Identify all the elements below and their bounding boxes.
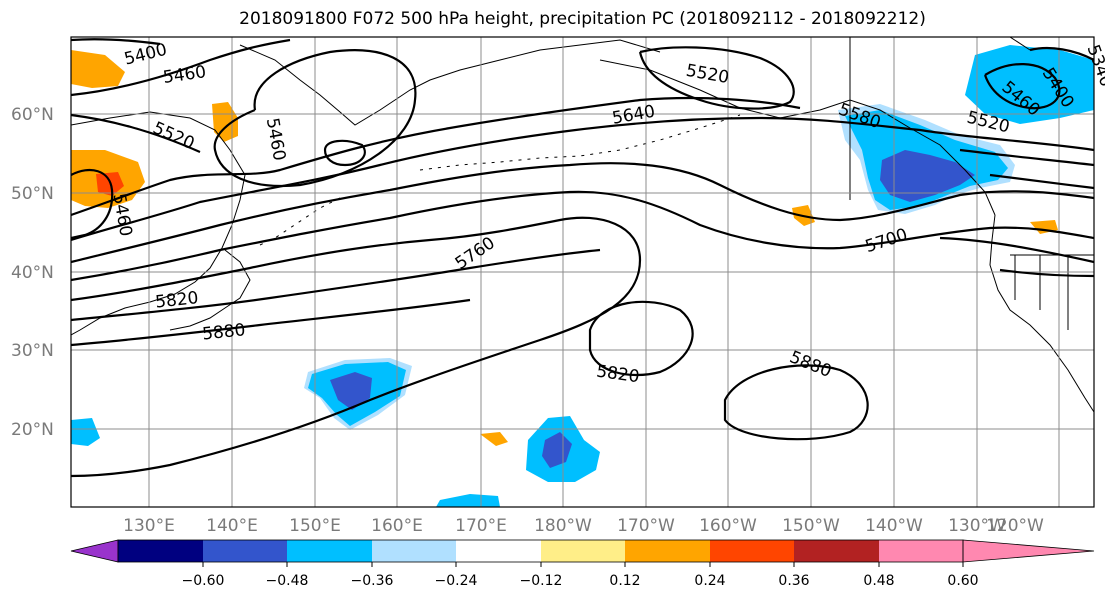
lon-label: 170°W [617,516,675,536]
latitude-axis: 60°N 50°N 40°N 30°N 20°N [11,105,54,440]
colorbar-tick-label: −0.36 [351,573,394,589]
contour-line [71,168,114,240]
contour-line [323,139,366,167]
contour-line [71,38,161,46]
lon-label: 120°W [986,516,1044,536]
contour-line [71,116,1094,242]
lat-label: 20°N [11,420,54,440]
contour-label: 5820 [154,288,199,312]
graticule [71,37,1094,507]
contour-line [71,162,1094,264]
colorbar-tick-label: −0.24 [435,573,478,589]
precip-shading [71,45,1094,507]
contour-line [723,364,869,441]
contour-line [71,190,1094,282]
coastlines [71,37,1094,413]
colorbar-tick-label: 0.12 [609,573,640,589]
contour-line [71,216,642,478]
colorbar-extend-low [70,539,119,563]
coastline-asia [71,111,246,336]
contour-line [71,248,601,322]
colorbar-segment [710,540,794,562]
contour-line [1029,46,1094,61]
lon-label: 160°W [699,516,757,536]
coastline-aleutians [419,114,741,171]
precip-anomaly-region [436,494,500,507]
precip-anomaly-region [965,45,1094,124]
precip-anomaly-region [71,418,100,446]
contour-line [939,236,1094,264]
contour-line [638,46,795,110]
contour-line [71,298,471,347]
height-contours [71,38,1094,478]
map-border [70,36,1095,508]
contour-line [71,96,801,217]
colorbar: −0.60 −0.48 −0.36 −0.24 −0.12 0.12 0.24 … [70,539,1095,589]
colorbar-tick-label: 0.24 [694,573,725,589]
colorbar-tick-label: 0.36 [778,573,809,589]
coastline-north-america [989,214,1094,413]
contour-line [71,113,201,154]
lat-label: 40°N [11,263,54,283]
contour-line [989,173,1094,190]
coastline-islands [259,197,341,246]
colorbar-ticks [202,562,964,567]
precip-anomaly-region [330,372,372,410]
lon-label: 140°E [206,516,258,536]
colorbar-segment [879,540,963,562]
colorbar-extend-high [962,539,1095,563]
lon-label: 150°E [289,516,341,536]
precip-anomaly-region [71,50,125,88]
contour-line [588,300,694,377]
lon-label: 130°E [123,516,175,536]
colorbar-segment [456,540,541,562]
colorbar-tick-labels: −0.60 −0.48 −0.36 −0.24 −0.12 0.12 0.24 … [182,573,979,589]
lon-label: 150°W [782,516,840,536]
longitude-axis: 130°E 140°E 150°E 160°E 170°E 180°W 170°… [123,516,1044,536]
colorbar-tick-label: −0.48 [266,573,309,589]
colorbar-segment [541,540,625,562]
state-borders [849,37,1094,330]
colorbar-tick-label: −0.60 [182,573,225,589]
lat-label: 50°N [11,184,54,204]
contour-line [213,49,417,187]
lat-label: 30°N [11,341,54,361]
colorbar-segment [118,540,203,562]
lon-label: 140°W [865,516,923,536]
contour-line [71,38,291,97]
contour-line [983,63,1061,110]
precip-anomaly-region [880,150,975,202]
precip-anomaly-region [480,432,508,446]
lon-label: 170°E [455,516,507,536]
lon-label: 180°W [534,516,592,536]
colorbar-segment [794,540,879,562]
lon-label: 160°E [371,516,423,536]
contour-line [959,148,1094,167]
coastline-kamchatka [239,39,661,126]
precip-anomaly-region [542,432,572,468]
contour-label: 5880 [201,320,246,344]
lon-label: 130°W [948,516,1006,536]
colorbar-segment [287,540,372,562]
contour-line [999,268,1094,278]
colorbar-tick-label: 0.48 [863,573,894,589]
colorbar-tick-label: −0.12 [520,573,563,589]
colorbar-segment [203,540,287,562]
colorbar-tick-label: 0.60 [947,573,978,589]
colorbar-segment [625,540,710,562]
colorbar-segment [372,540,456,562]
map-title: 2018091800 F072 500 hPa height, precipit… [239,9,926,29]
lat-label: 60°N [11,105,54,125]
